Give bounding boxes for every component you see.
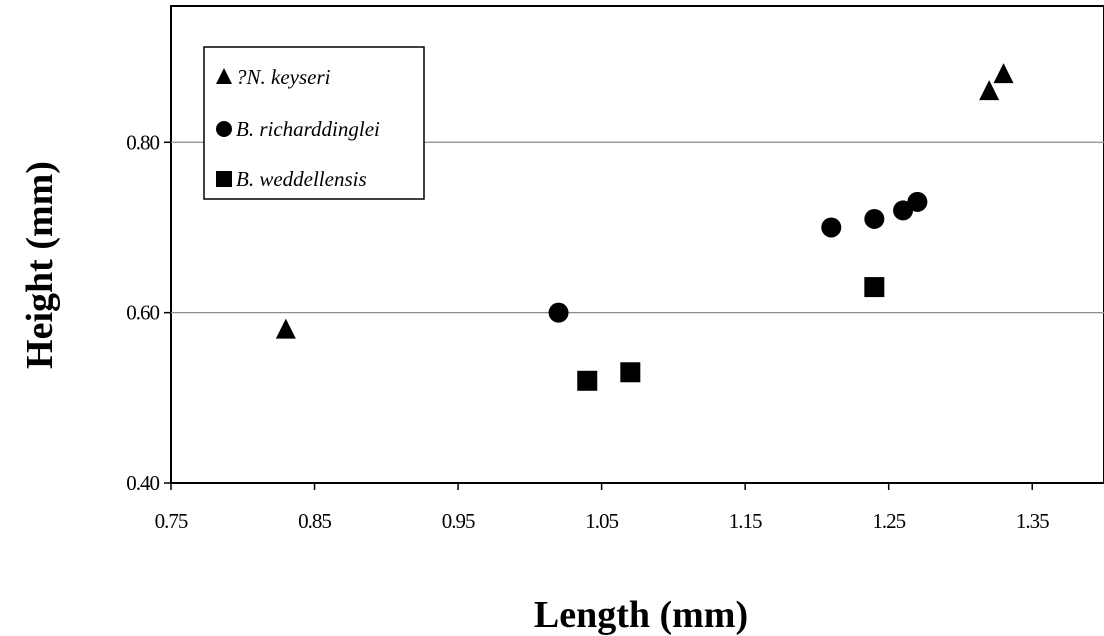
circle-data-point: [821, 217, 842, 238]
x-tick-label: 1.15: [729, 509, 762, 533]
y-tick-label: 0.60: [126, 301, 159, 325]
legend-label: B. weddellensis: [236, 167, 367, 191]
triangle-data-point: [979, 80, 1000, 101]
y-tick-label: 0.40: [126, 471, 159, 495]
axes: 0.40 0.60 0.80 0.75 0.85 0.95 1.05 1.15 1.25 1.35: [126, 130, 1050, 533]
x-tick-label: 1.35: [1016, 509, 1049, 533]
data-points: [275, 63, 1014, 391]
x-tick-label: 1.05: [585, 509, 618, 533]
triangle-data-point: [993, 63, 1014, 84]
circle-data-point: [548, 302, 569, 323]
circle-data-point: [864, 208, 885, 229]
legend-box: [203, 46, 425, 200]
circle-data-point: [907, 191, 928, 212]
x-tick-label: 0.95: [442, 509, 475, 533]
y-tick-label: 0.80: [126, 130, 159, 154]
triangle-data-point: [275, 318, 296, 339]
square-data-point: [577, 370, 598, 391]
square-data-point: [864, 277, 885, 298]
legend-circle-marker: [216, 121, 232, 137]
x-axis-title: Length (mm): [534, 594, 748, 636]
legend: ?N. keyseri B. richarddinglei B. weddellen…: [203, 46, 425, 200]
x-tick-label: 0.75: [155, 509, 188, 533]
x-tick-label: 1.25: [872, 509, 905, 533]
x-tick-label: 0.85: [298, 509, 331, 533]
legend-triangle-marker: [216, 68, 232, 84]
y-axis-title: Height (mm): [19, 161, 61, 369]
square-data-point: [620, 362, 641, 383]
legend-label: ?N. keyseri: [236, 65, 331, 89]
legend-label: B. richarddinglei: [236, 117, 380, 141]
legend-square-marker: [216, 171, 232, 187]
